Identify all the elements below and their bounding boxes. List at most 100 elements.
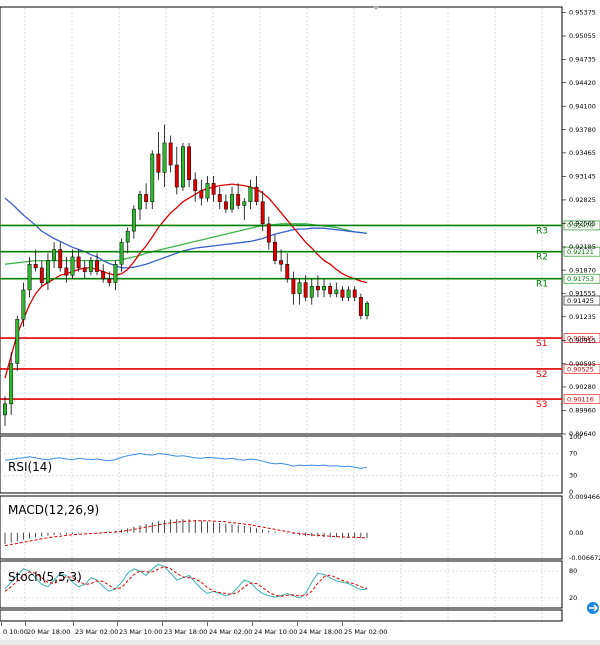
macd-signal-line [4, 520, 367, 547]
candle-down [101, 271, 106, 280]
candle-down [352, 289, 357, 298]
price-tick-label: 0.91235 [569, 313, 596, 321]
candle-up [230, 194, 234, 210]
main-grid [24, 8, 543, 622]
level-value-s1: 0.90945 [567, 334, 594, 342]
candle-up [119, 241, 124, 265]
price-tick-label: 0.90915 [569, 336, 596, 344]
level-name-s1: S1 [536, 339, 547, 349]
candle-down [236, 194, 241, 206]
level-name-r1: R1 [536, 280, 548, 290]
candle-up [125, 230, 130, 243]
level-value-r3: 0.92478 [567, 222, 594, 230]
stoch-tick-label: 20 [569, 594, 577, 602]
price-tick-label: 0.90595 [569, 360, 596, 368]
level-name-r3: R3 [536, 226, 548, 236]
candle-down [174, 164, 179, 188]
candle-up [88, 260, 93, 272]
time-tick-label: 25 Mar 02:00 [344, 628, 387, 636]
candle-up [150, 153, 155, 203]
macd-tick-label: -0.006672 [569, 554, 600, 562]
candle-down [82, 267, 87, 272]
rsi-panel: 100 70 30 0 [0, 433, 581, 496]
price-tick-label: 0.94420 [569, 79, 596, 87]
level-value-s3: 0.90116 [567, 395, 594, 403]
ma-red-path [4, 183, 368, 379]
price-tick-label: 0.93780 [569, 126, 596, 134]
price-tick-label: 0.89960 [569, 407, 596, 415]
candle-up [205, 183, 210, 199]
candle-down [285, 263, 290, 280]
price-tick-label: 0.92825 [569, 196, 596, 204]
time-axis: 0 10:00 20 Mar 18:00 23 Mar 02:00 23 Mar 10… [1, 622, 387, 636]
main-panel-frame [0, 6, 563, 435]
macd-label: MACD(12,26,9) [8, 503, 99, 517]
price-tick-label: 0.93465 [569, 149, 596, 157]
price-tick-label: 0.95375 [569, 9, 596, 17]
candle-up [162, 142, 167, 173]
price-tick-label: 0.89640 [569, 430, 596, 438]
level-tag-r1 [563, 273, 600, 284]
candle-up [365, 302, 369, 316]
candle-up [15, 319, 20, 364]
candle-down [211, 183, 216, 195]
candle-down [168, 142, 173, 166]
candle-up [131, 208, 136, 232]
stoch-panel: 80 20 [0, 563, 577, 602]
price-tick-label: 0.95055 [569, 32, 596, 40]
candle-up [322, 286, 326, 291]
price-tick-label: 0.91555 [569, 289, 596, 297]
stoch-tick-label: 80 [569, 567, 577, 575]
level-value-s2: 0.90525 [567, 365, 594, 373]
rsi-line [4, 452, 368, 469]
candle-down [273, 241, 277, 261]
time-tick-label: 24 Mar 10:00 [254, 628, 297, 636]
candle-down [199, 190, 204, 199]
candle-down [279, 260, 284, 265]
candle-down [217, 194, 222, 203]
candle-down [193, 179, 198, 191]
time-tick-label: 24 Mar 18:00 [299, 628, 342, 636]
price-tick-label: 0.90280 [569, 383, 596, 391]
candle-down [340, 289, 345, 298]
stoch-panel-frame [0, 560, 563, 609]
stoch-d-line [4, 565, 368, 597]
candle-up [346, 289, 351, 298]
candle-down [223, 201, 228, 210]
candles [3, 124, 369, 426]
candle-up [27, 263, 32, 291]
candle-down [358, 297, 363, 316]
candle-down [187, 146, 192, 180]
candle-down [95, 260, 99, 272]
candle-down [303, 282, 308, 298]
candle-down [107, 278, 112, 283]
time-tick-label: 20 Mar 18:00 [27, 628, 70, 636]
rsi-panel-frame [0, 435, 563, 494]
candle-up [21, 289, 26, 320]
level-tag-r2 [563, 246, 600, 257]
price-tick-label: 0.92185 [569, 243, 596, 251]
candle-up [309, 286, 314, 298]
level-name-s3: S3 [536, 400, 547, 410]
ma-green-path [4, 223, 368, 265]
scroll-button[interactable] [587, 602, 599, 614]
time-tick-label: 24 Mar 02:00 [209, 628, 252, 636]
level-tag-s3 [563, 394, 600, 404]
candle-up [52, 249, 57, 261]
stoch-k-line [4, 563, 368, 599]
price-tick-label: 0.91870 [569, 266, 596, 274]
level-value-r1: 0.91753 [567, 275, 594, 283]
scroll-arrow-icon [589, 604, 598, 612]
rsi-tick-label: 30 [569, 472, 577, 480]
candle-down [58, 249, 63, 269]
candle-down [328, 286, 333, 294]
macd-tick-label: 0.009466 [569, 493, 600, 501]
time-tick-label: 23 Mar 10:00 [119, 628, 162, 636]
candle-down [144, 194, 149, 203]
stoch-label: Stoch(5,5,3) [8, 570, 82, 584]
macd-panel-frame [0, 495, 563, 560]
top-right-arrow-icon [372, 6, 380, 10]
candle-down [33, 263, 38, 269]
rsi-label: RSI(14) [8, 460, 52, 474]
rsi-tick-label: 70 [569, 450, 577, 458]
